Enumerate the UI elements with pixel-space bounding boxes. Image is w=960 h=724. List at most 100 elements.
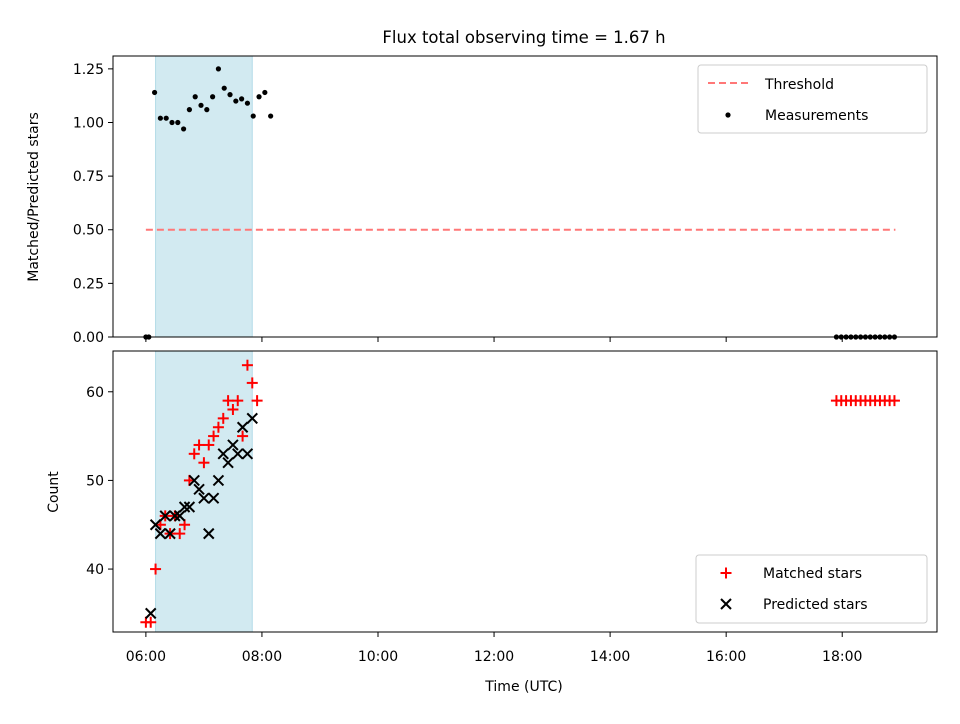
- predicted-star-point-18: [232, 448, 244, 460]
- measurement-point-14: [221, 85, 227, 91]
- count-panel: Count 40 50 60 06:00 08:00 10:00 12:00 14:00 16…: [46, 350, 938, 665]
- matched-star-point-16: [217, 412, 229, 424]
- measurement-point-9: [192, 94, 198, 100]
- measurement-point-6: [175, 119, 181, 126]
- x-tick-label-5: 16:00: [706, 649, 746, 665]
- matched-star-point-19: [232, 395, 244, 407]
- legend-measurements-swatch: [725, 112, 731, 118]
- bottom-y-tick-label-0: 40: [86, 562, 104, 578]
- predicted-star-point-13: [207, 492, 220, 504]
- matched-star-point-2: [150, 563, 162, 575]
- matched-star-point-23: [251, 395, 263, 407]
- legend-frame-top: [697, 64, 928, 134]
- matched-star-point-7: [174, 528, 186, 540]
- top-y-tick-label-2: 0.50: [73, 223, 104, 239]
- bottom-x-ticks: 06:00 08:00 10:00 12:00 14:00 16:00 18:00: [126, 632, 862, 665]
- legend-bottom: Matched stars Predicted stars: [695, 554, 928, 624]
- matched-star-point-21: [241, 359, 253, 371]
- legend-matched-marker: [720, 567, 732, 579]
- predicted-star-point-11: [198, 492, 210, 504]
- matched-star-point-12: [198, 457, 210, 469]
- matched-star-point-18: [227, 404, 239, 416]
- measurement-point-5: [169, 119, 175, 126]
- bottom-y-ticks: 40 50 60: [86, 385, 113, 578]
- matched-star-point-1: [145, 616, 157, 628]
- measurement-point-3: [157, 115, 163, 121]
- matched-star-point-8: [179, 519, 191, 531]
- count-points: [140, 359, 900, 628]
- measurement-point-12: [210, 94, 216, 100]
- matched-star-point-10: [188, 448, 200, 460]
- shaded-span: [155, 55, 253, 338]
- legend-measurements-label: Measurements: [765, 108, 868, 124]
- top-y-tick-label-3: 0.75: [73, 169, 104, 185]
- legend-threshold-label: Threshold: [764, 77, 834, 93]
- predicted-star-point-6: [174, 510, 186, 522]
- x-tick-label-2: 10:00: [358, 649, 398, 665]
- measurement-point-11: [204, 107, 210, 113]
- legend-predicted-label: Predicted stars: [763, 597, 868, 613]
- bottom-y-tick-label-1: 50: [86, 473, 104, 489]
- x-tick-label-6: 18:00: [822, 649, 862, 665]
- top-y-tick-label-0: 0.00: [73, 330, 104, 346]
- predicted-star-point-5: [169, 510, 181, 522]
- top-x-ticks: [145, 337, 843, 342]
- measurement-point-4: [163, 115, 169, 121]
- measurement-point-15: [227, 92, 233, 98]
- plot-frame-top: [112, 55, 938, 338]
- predicted-star-point-2: [154, 527, 167, 540]
- predicted-star-point-7: [178, 501, 191, 513]
- bottom-y-tick-label-2: 60: [86, 385, 104, 401]
- measurement-point-21: [262, 89, 268, 96]
- measurement-point-22: [268, 113, 274, 119]
- measurement-point-19: [250, 113, 256, 119]
- matched-star-point-22: [246, 377, 258, 389]
- x-tick-label-1: 08:00: [242, 649, 282, 665]
- plot-frame-bottom: [112, 350, 938, 633]
- predicted-star-point-20: [241, 448, 254, 460]
- y-axis-label-top: Matched/Predicted stars: [26, 112, 42, 282]
- legend-matched-swatch: [720, 567, 732, 579]
- measurement-point-2: [151, 89, 158, 96]
- matched-star-point-11: [193, 439, 205, 451]
- predicted-star-point-4: [164, 527, 176, 540]
- matched-star-point-17: [222, 395, 234, 407]
- predicted-star-point-19: [236, 421, 249, 433]
- legend-matched-label: Matched stars: [763, 566, 862, 582]
- measurement-point-7: [181, 126, 187, 132]
- measurement-point-17: [239, 96, 245, 102]
- predicted-star-point-17: [227, 439, 239, 451]
- measurement-point-16: [233, 98, 239, 104]
- x-axis-label: Time (UTC): [484, 679, 562, 695]
- matched-star-point-13: [203, 439, 215, 451]
- predicted-star-point-3: [159, 510, 171, 522]
- predicted-star-point-21: [246, 412, 258, 425]
- x-tick-label-3: 12:00: [474, 649, 514, 665]
- measurement-point-10: [198, 102, 204, 108]
- measurement-point-8: [186, 107, 193, 113]
- top-y-ticks: 0.00 0.25 0.50 0.75 1.00 1.25: [73, 62, 113, 346]
- top-y-tick-label-1: 0.25: [73, 276, 104, 292]
- top-y-tick-label-4: 1.00: [73, 115, 104, 131]
- predicted-star-point-10: [193, 483, 205, 495]
- predicted-star-point-0: [145, 607, 157, 620]
- matched-star-point-14: [208, 430, 220, 442]
- legend-frame-bottom: [695, 554, 928, 624]
- legend-predicted-swatch: [720, 598, 732, 610]
- top-y-tick-label-5: 1.25: [73, 62, 104, 78]
- chart-title: Flux total observing time = 1.67 h: [382, 28, 665, 47]
- x-tick-label-4: 14:00: [590, 649, 630, 665]
- measurement-point-20: [256, 94, 262, 100]
- predicted-star-point-1: [149, 519, 162, 531]
- predicted-star-point-16: [222, 456, 234, 469]
- legend-predicted-marker: [720, 598, 732, 610]
- predicted-star-point-8: [183, 501, 196, 513]
- predicted-star-point-14: [212, 474, 225, 487]
- y-axis-label-bottom: Count: [46, 471, 62, 513]
- matched-star-point-15: [212, 421, 224, 433]
- matched-star-point-36: [888, 395, 900, 407]
- measurement-point-13: [215, 66, 222, 72]
- legend-top: Threshold Measurements: [697, 64, 928, 134]
